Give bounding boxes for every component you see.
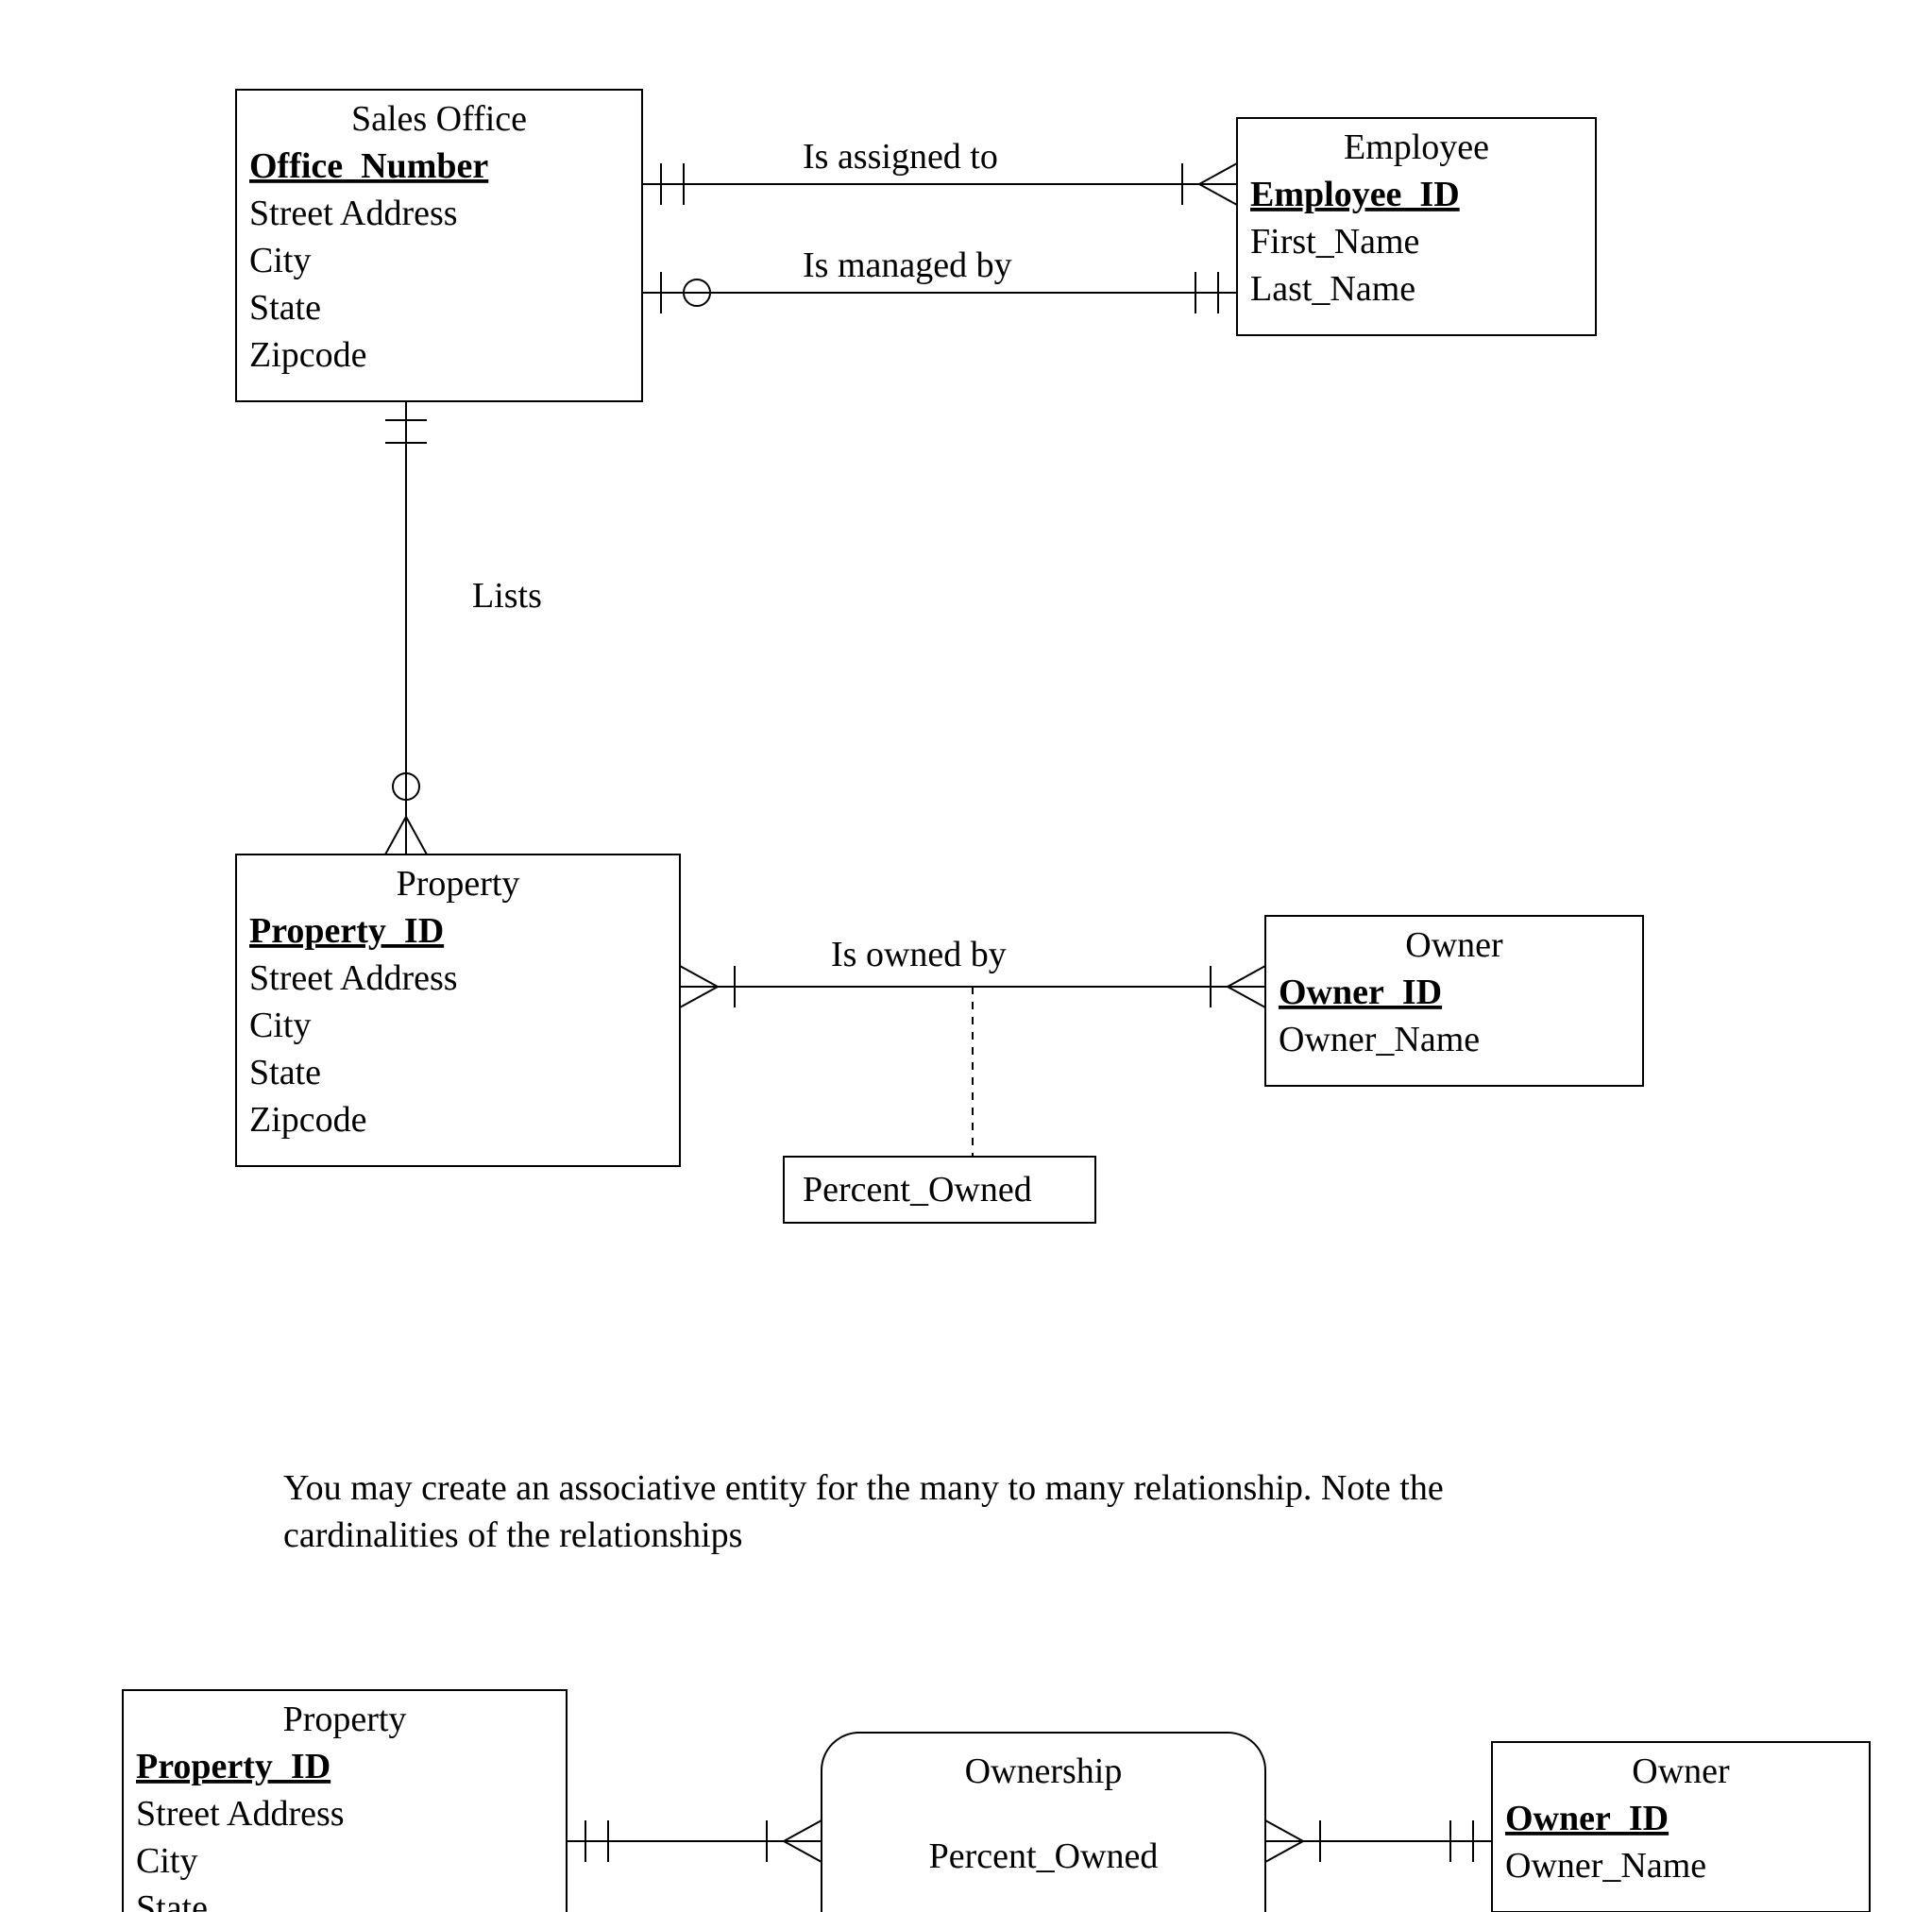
attr-state: State bbox=[136, 1888, 208, 1912]
entity-owner-2: Owner Owner_ID Owner_Name bbox=[1492, 1742, 1870, 1912]
entity-ownership: Ownership Percent_Owned bbox=[822, 1733, 1265, 1912]
attr-street-address: Street Address bbox=[249, 958, 458, 998]
attr-street-address: Street Address bbox=[249, 194, 458, 233]
attr-percent-owned: Percent_Owned bbox=[929, 1836, 1159, 1876]
entity-title: Ownership bbox=[965, 1751, 1123, 1791]
attr-zipcode: Zipcode bbox=[249, 1100, 367, 1140]
entity-title: Property bbox=[397, 864, 520, 904]
attr-zipcode: Zipcode bbox=[249, 335, 367, 375]
entity-sales-office: Sales Office Office_Number Street Addres… bbox=[236, 90, 642, 401]
attr-city: City bbox=[136, 1841, 197, 1881]
attr-property-id: Property_ID bbox=[136, 1747, 330, 1786]
entity-property: Property Property_ID Street Address City… bbox=[236, 854, 680, 1166]
attr-state: State bbox=[249, 288, 321, 328]
attr-owner-id: Owner_ID bbox=[1279, 973, 1442, 1012]
attr-owner-name: Owner_Name bbox=[1505, 1846, 1706, 1886]
entity-owner: Owner Owner_ID Owner_Name bbox=[1265, 916, 1643, 1086]
rel-label-is-assigned-to: Is assigned to bbox=[803, 137, 998, 177]
attr-state: State bbox=[249, 1053, 321, 1092]
entity-title: Owner bbox=[1405, 925, 1503, 965]
attr-property-id: Property_ID bbox=[249, 911, 444, 951]
paragraph-line1: You may create an associative entity for… bbox=[283, 1468, 1444, 1508]
entity-property-2: Property Property_ID Street Address City… bbox=[123, 1690, 567, 1912]
attr-city: City bbox=[249, 241, 311, 280]
entity-title: Property bbox=[283, 1700, 407, 1739]
er-diagram: Sales Office Office_Number Street Addres… bbox=[0, 0, 1932, 1912]
paragraph-line2: cardinalities of the relationships bbox=[283, 1515, 742, 1555]
attr-last-name: Last_Name bbox=[1250, 269, 1415, 309]
relationships-layer bbox=[385, 163, 1492, 1862]
rel-label-lists: Lists bbox=[472, 576, 542, 616]
rel-label-is-owned-by: Is owned by bbox=[831, 935, 1007, 974]
attr-first-name: First_Name bbox=[1250, 222, 1419, 262]
attr-street-address: Street Address bbox=[136, 1794, 345, 1834]
attribute-label: Percent_Owned bbox=[803, 1170, 1032, 1210]
attr-office-number: Office_Number bbox=[249, 146, 488, 186]
entity-title: Owner bbox=[1632, 1751, 1730, 1791]
attr-owner-name: Owner_Name bbox=[1279, 1020, 1480, 1059]
entity-employee: Employee Employee_ID First_Name Last_Nam… bbox=[1237, 118, 1596, 335]
entity-title: Employee bbox=[1344, 127, 1489, 167]
rel-attribute-percent-owned: Percent_Owned bbox=[784, 987, 1095, 1223]
attr-city: City bbox=[249, 1006, 311, 1045]
entity-title: Sales Office bbox=[351, 99, 527, 139]
rel-label-is-managed-by: Is managed by bbox=[803, 245, 1012, 285]
attr-owner-id: Owner_ID bbox=[1505, 1799, 1669, 1838]
attr-employee-id: Employee_ID bbox=[1250, 175, 1460, 214]
